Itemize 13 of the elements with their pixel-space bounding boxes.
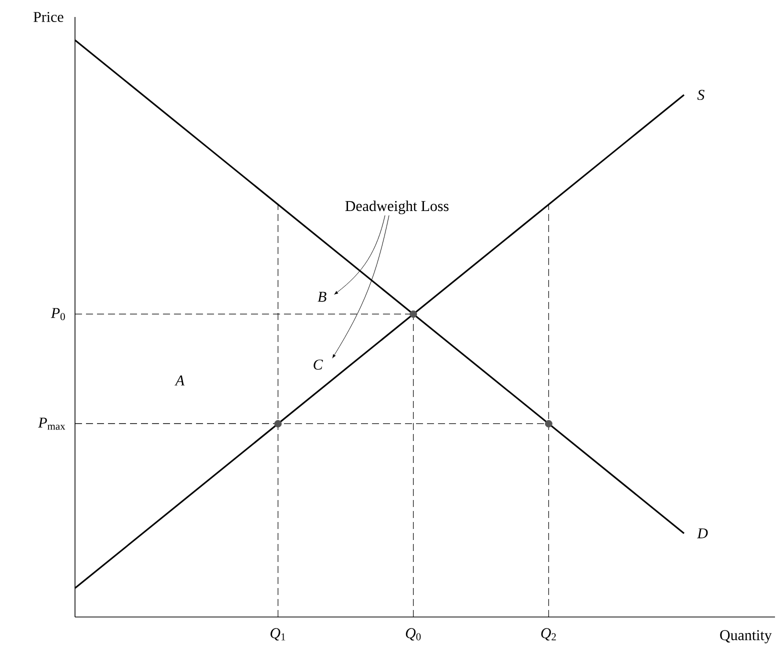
annotation: C (314, 360, 323, 370)
annotation: B (318, 292, 326, 302)
x-tick-label: Q$_{0}$ (406, 628, 421, 640)
text: P$_{0}$ (50, 308, 65, 320)
series-label: D (697, 528, 708, 538)
x-tick-label: Q$_{2}$ (541, 628, 556, 640)
x-tick-label: Q$_{1}$ (270, 628, 286, 640)
annotation: A (174, 376, 185, 386)
y-axis-title: Price (34, 12, 64, 22)
x-axis-title: Quantity (720, 630, 772, 644)
series-label: S (697, 90, 704, 100)
text: P$_{max}$ (38, 418, 66, 430)
annotation: Deadweight Loss (345, 200, 449, 214)
